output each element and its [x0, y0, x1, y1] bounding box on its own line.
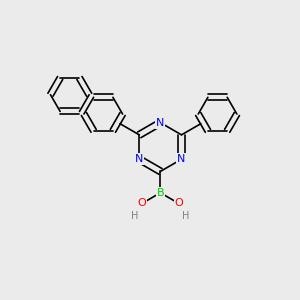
Text: N: N	[135, 154, 143, 164]
Text: O: O	[175, 199, 183, 208]
Text: B: B	[157, 188, 164, 198]
Text: N: N	[156, 118, 165, 128]
Text: H: H	[131, 211, 138, 221]
Text: N: N	[177, 154, 186, 164]
Text: H: H	[182, 211, 190, 221]
Text: O: O	[137, 199, 146, 208]
